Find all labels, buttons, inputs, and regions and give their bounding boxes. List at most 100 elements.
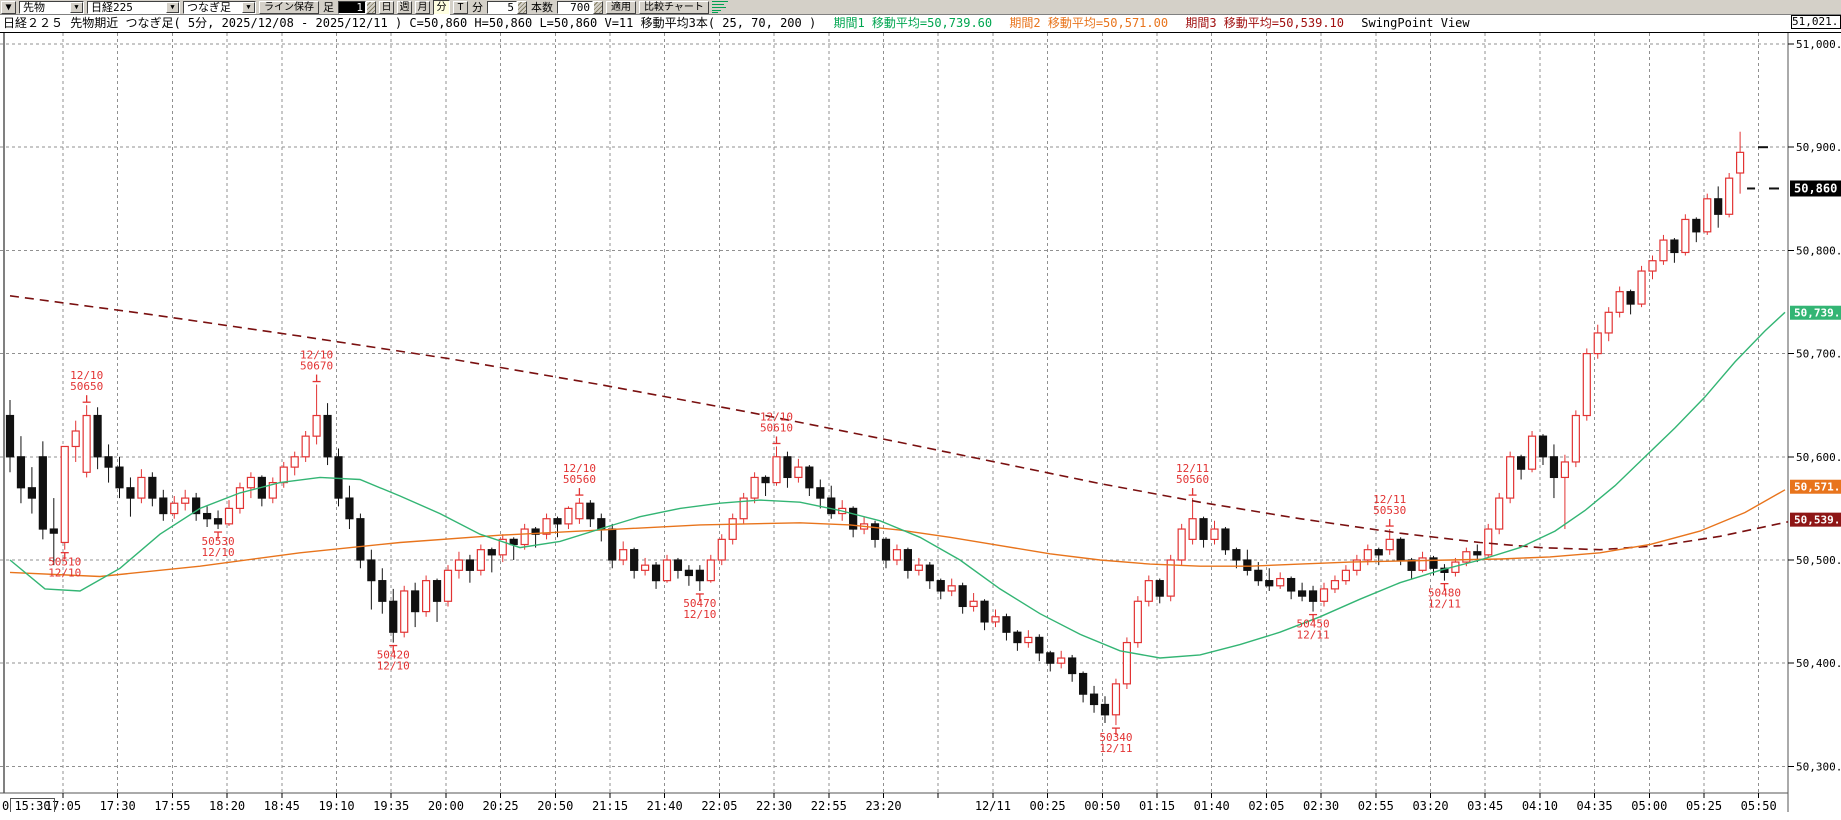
chart-area[interactable]: 12/10 50650 12/10 50670 50510 12/10 50530 12/10… — [0, 33, 1841, 814]
candle-body — [213, 518, 223, 525]
candle-body — [476, 549, 485, 571]
candle-body — [1473, 551, 1482, 556]
swing-label-text: 12/11 — [1296, 629, 1329, 642]
candle-body — [1068, 657, 1077, 675]
minute-field[interactable]: 5 — [487, 0, 527, 14]
candle-body — [1341, 569, 1351, 582]
candle-body — [1571, 414, 1580, 463]
chevron-down-icon[interactable]: ▼ — [166, 1, 179, 13]
candle-body — [1626, 291, 1635, 305]
candle-body — [126, 487, 135, 499]
candle-body — [1484, 528, 1493, 556]
candle-body — [531, 528, 540, 535]
candle-body — [1735, 151, 1745, 174]
swing-label-text: 50650 — [70, 380, 103, 393]
candle-body — [925, 564, 934, 582]
candle-body — [115, 466, 124, 489]
candle-body — [640, 564, 650, 571]
count-label: 本数 — [531, 0, 553, 14]
x-axis-label: 17:30 — [100, 799, 136, 812]
candle-body — [619, 549, 628, 561]
apply-button[interactable]: 適用 — [606, 0, 636, 14]
period-week-button[interactable]: 週 — [397, 0, 412, 14]
candle-body — [1352, 559, 1361, 571]
x-axis-labels: 17:05 17:30 17:55 18:20 18:45 19:10 19:35 20:00… — [2, 798, 1777, 814]
instrument-summary: 日経２２５ 先物期近 つなぎ足( 5分, 2025/12/08 - 2025/1… — [3, 16, 817, 30]
period-minute-button[interactable]: 分 — [433, 0, 450, 15]
chart-type-select[interactable]: つなぎ足 ▼ — [183, 0, 256, 14]
bar-count-value[interactable]: 1 — [338, 0, 366, 14]
x-axis-label: 05:50 — [1741, 799, 1777, 812]
ma-period1-value: 期間1 移動平均=50,739.60 — [833, 16, 993, 30]
period-day-button[interactable]: 日 — [379, 0, 394, 14]
minute-value[interactable]: 5 — [487, 0, 517, 14]
ma-70-line — [9, 489, 1786, 578]
swingpoint-labels: 12/105065012/10506705051012/105053012/10… — [48, 349, 1461, 756]
swing-label-text: 12/10 — [563, 462, 596, 475]
candle-body — [1549, 456, 1559, 479]
count-field[interactable]: 700 — [557, 0, 603, 14]
candle-body — [1560, 461, 1570, 479]
candle-body — [1177, 528, 1186, 561]
price-chart[interactable]: 12/105065012/10506705051012/105053012/10… — [0, 33, 1841, 814]
candle-body — [870, 523, 880, 540]
candle-body — [1330, 580, 1340, 590]
symbol-select[interactable]: 日経225 ▼ — [87, 0, 180, 14]
candle-body — [356, 518, 365, 561]
spinner-icon[interactable] — [366, 0, 376, 14]
candle-body — [1013, 631, 1022, 644]
candle-body — [903, 549, 913, 571]
chevron-down-icon[interactable]: ▼ — [1, 0, 16, 14]
swing-label-text: 12/11 — [1373, 493, 1406, 506]
swing-label-text: 12/10 — [300, 349, 333, 362]
candle-body — [16, 456, 26, 489]
candle-body — [1100, 703, 1110, 716]
candle-body — [1308, 590, 1318, 602]
candle-body — [411, 590, 420, 613]
swing-label-text: 12/11 — [1099, 742, 1132, 755]
compare-chart-button[interactable]: 比較チャート — [639, 0, 709, 14]
line-save-button[interactable]: ライン保存 — [259, 0, 319, 14]
candle-body — [717, 538, 726, 561]
candle-body — [378, 580, 387, 602]
candle-body — [1297, 590, 1307, 597]
candle-body — [38, 456, 47, 530]
bar-count-field[interactable]: 1 — [338, 0, 376, 14]
swing-label-text: 50530 — [1373, 504, 1406, 517]
chevron-down-icon[interactable]: ▼ — [242, 1, 255, 13]
candle-body — [1199, 518, 1208, 540]
market-select[interactable]: 先物 ▼ — [19, 0, 84, 14]
y-axis-label: 50,300.00 — [1796, 760, 1841, 773]
candle-body — [542, 518, 551, 535]
y-axis-label: 50,800.00 — [1796, 244, 1841, 257]
ma-25-line — [9, 311, 1786, 659]
spinner-icon[interactable] — [593, 0, 603, 14]
swing-label-text: 50420 — [377, 649, 410, 662]
swing-label-text: 50470 — [683, 597, 716, 610]
levels-icon[interactable] — [711, 1, 728, 13]
candle-body — [1265, 580, 1274, 587]
candle-body — [1363, 549, 1372, 561]
candle-body — [969, 600, 978, 608]
candle-body — [1582, 353, 1591, 417]
period-tick-button[interactable]: T — [453, 0, 468, 14]
spinner-icon[interactable] — [517, 0, 527, 14]
candle-body — [1133, 600, 1142, 644]
candle-body — [1692, 218, 1701, 233]
x-axis-label: 01:15 — [1139, 799, 1175, 812]
candle-body — [1232, 549, 1241, 561]
period-month-button[interactable]: 月 — [415, 0, 430, 14]
chevron-down-icon[interactable]: ▼ — [70, 1, 83, 13]
x-axis-label: 02:05 — [1248, 799, 1284, 812]
candle-body — [235, 487, 245, 510]
candle-body — [1210, 528, 1219, 540]
candle-body — [389, 600, 398, 633]
candle-body — [564, 507, 573, 525]
candle-body — [1155, 580, 1164, 597]
candle-body — [1527, 435, 1537, 470]
count-value[interactable]: 700 — [557, 0, 593, 14]
